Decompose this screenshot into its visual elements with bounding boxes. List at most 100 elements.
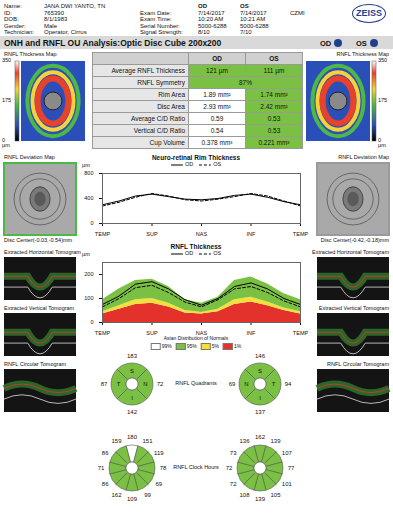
- html-text:RNFL Thickness: RNFL Thickness: [170, 243, 222, 250]
- html-text:2.42 mm²: 2.42 mm²: [260, 103, 288, 110]
- svg-text:INF: INF: [247, 231, 257, 237]
- html-text:5000-6288: 5000-6288: [198, 22, 227, 29]
- svg-text:139: 139: [270, 438, 281, 444]
- svg-text:NAS: NAS: [196, 231, 208, 237]
- html-text:RNFL Symmetry: RNFL Symmetry: [137, 79, 185, 86]
- html-text:Male: Male: [44, 22, 57, 29]
- svg-text:T: T: [272, 381, 276, 387]
- html-text:0.53: 0.53: [267, 115, 281, 122]
- html-text:Exam Date:: Exam Date:: [140, 9, 172, 16]
- svg-text:183: 183: [127, 353, 138, 359]
- svg-text:86: 86: [102, 450, 109, 456]
- html-text:1.89 mm²: 1.89 mm²: [203, 91, 231, 98]
- svg-text:800: 800: [84, 170, 93, 176]
- svg-text:180: 180: [127, 434, 138, 440]
- html-text:5000-6288: 5000-6288: [240, 22, 269, 29]
- svg-text:86: 86: [102, 481, 109, 487]
- svg-text:108: 108: [239, 492, 250, 498]
- html-text:Disc Area: Disc Area: [157, 103, 185, 110]
- html-text:8/1/1983: 8/1/1983: [44, 16, 68, 22]
- svg-text:0: 0: [90, 319, 93, 325]
- svg-text:159: 159: [111, 438, 122, 444]
- html-text:87%: 87%: [239, 79, 252, 86]
- svg-text:119: 119: [154, 450, 164, 456]
- svg-text:73: 73: [230, 450, 237, 456]
- svg-text:69: 69: [229, 381, 236, 387]
- svg-text:0: 0: [90, 220, 93, 226]
- svg-text:S: S: [258, 368, 262, 374]
- svg-text:N: N: [244, 381, 248, 387]
- svg-text:INF: INF: [247, 330, 257, 336]
- svg-text:72: 72: [230, 481, 237, 487]
- html-text:ONH and RNFL OU Analysis:Optic: ONH and RNFL OU Analysis:Optic Disc Cube…: [4, 37, 222, 48]
- svg-text:151: 151: [142, 438, 153, 444]
- html-text:Neuro-retinal Rim Thickness: Neuro-retinal Rim Thickness: [151, 154, 241, 161]
- svg-text:I: I: [259, 395, 261, 401]
- svg-text:142: 142: [127, 409, 138, 415]
- html-text:OS: OS: [269, 55, 279, 62]
- svg-text:NAS: NAS: [195, 330, 208, 337]
- html-text:Vertical C/D Ratio: Vertical C/D Ratio: [133, 127, 185, 134]
- svg-text:109: 109: [127, 496, 138, 502]
- svg-text:71: 71: [98, 465, 105, 471]
- html-text:Average RNFL Thickness: Average RNFL Thickness: [111, 67, 185, 74]
- html-text:1.74 mm²: 1.74 mm²: [260, 91, 288, 98]
- svg-text:137: 137: [255, 409, 266, 415]
- html-text:OD: OD: [212, 55, 222, 62]
- svg-text:69: 69: [156, 481, 163, 487]
- svg-text:S: S: [130, 368, 134, 374]
- svg-text:105: 105: [270, 492, 281, 498]
- html-text:0.54: 0.54: [210, 127, 224, 134]
- svg-text:72: 72: [157, 381, 164, 387]
- html-text:0.59: 0.59: [210, 115, 224, 122]
- html-text:Technician:: Technician:: [4, 29, 34, 35]
- html-text:CZMI: CZMI: [290, 9, 305, 16]
- svg-text:TEMP: TEMP: [293, 330, 309, 336]
- html-text:0.221 mm³: 0.221 mm³: [258, 139, 290, 146]
- html-text:111 µm: 111 µm: [263, 67, 285, 74]
- svg-text:T: T: [117, 381, 121, 387]
- svg-text:SUP: SUP: [146, 231, 158, 237]
- svg-text:TEMP: TEMP: [95, 330, 111, 336]
- svg-text:101: 101: [282, 481, 293, 487]
- svg-text:99: 99: [144, 492, 151, 498]
- html-text:JANA DWI YANTO, TN: JANA DWI YANTO, TN: [44, 3, 106, 9]
- html-text:OD: OD: [320, 38, 332, 48]
- svg-text:I: I: [131, 395, 133, 401]
- html-text:Serial Number:: Serial Number:: [140, 22, 180, 29]
- html-text:Gender:: Gender:: [4, 22, 26, 29]
- html-text:Name:: Name:: [4, 3, 22, 9]
- html-text:2.93 mm²: 2.93 mm²: [203, 103, 231, 110]
- svg-text:139: 139: [255, 496, 266, 502]
- svg-text:200: 200: [84, 271, 93, 277]
- svg-text:87: 87: [101, 381, 108, 387]
- svg-text:400: 400: [84, 195, 93, 201]
- html-text:Cup Volume: Cup Volume: [149, 139, 185, 146]
- html-text:121 µm: 121 µm: [206, 67, 228, 74]
- html-text:0.378 mm³: 0.378 mm³: [201, 139, 233, 146]
- svg-text:78: 78: [160, 465, 167, 471]
- svg-text:TEMP: TEMP: [293, 231, 309, 237]
- svg-text:SUP: SUP: [146, 330, 158, 336]
- svg-text:77: 77: [288, 465, 295, 471]
- svg-text:100: 100: [84, 295, 93, 301]
- html-text:Average C/D Ratio: Average C/D Ratio: [130, 115, 185, 122]
- svg-text:107: 107: [282, 450, 293, 456]
- html-text:ZEISS: ZEISS: [356, 8, 382, 18]
- html-text:Rim Area: Rim Area: [158, 91, 185, 98]
- svg-text:162: 162: [111, 492, 122, 498]
- svg-text:146: 146: [255, 353, 266, 359]
- html-text:ID:: ID:: [4, 9, 12, 16]
- svg-text:136: 136: [239, 438, 250, 444]
- svg-text:162: 162: [255, 434, 266, 440]
- svg-text:TEMP: TEMP: [95, 231, 111, 237]
- html-text:DOB:: DOB:: [4, 16, 19, 22]
- svg-text:94: 94: [285, 381, 292, 387]
- html-text:765390: 765390: [44, 9, 64, 16]
- html-text:OS: OS: [356, 38, 367, 48]
- svg-text:72: 72: [226, 465, 233, 471]
- svg-text:N: N: [143, 381, 147, 387]
- html-text:7/14/2017: 7/14/2017: [198, 9, 225, 16]
- html-text:7/14/2017: 7/14/2017: [240, 9, 267, 16]
- html-text:0.53: 0.53: [267, 127, 281, 134]
